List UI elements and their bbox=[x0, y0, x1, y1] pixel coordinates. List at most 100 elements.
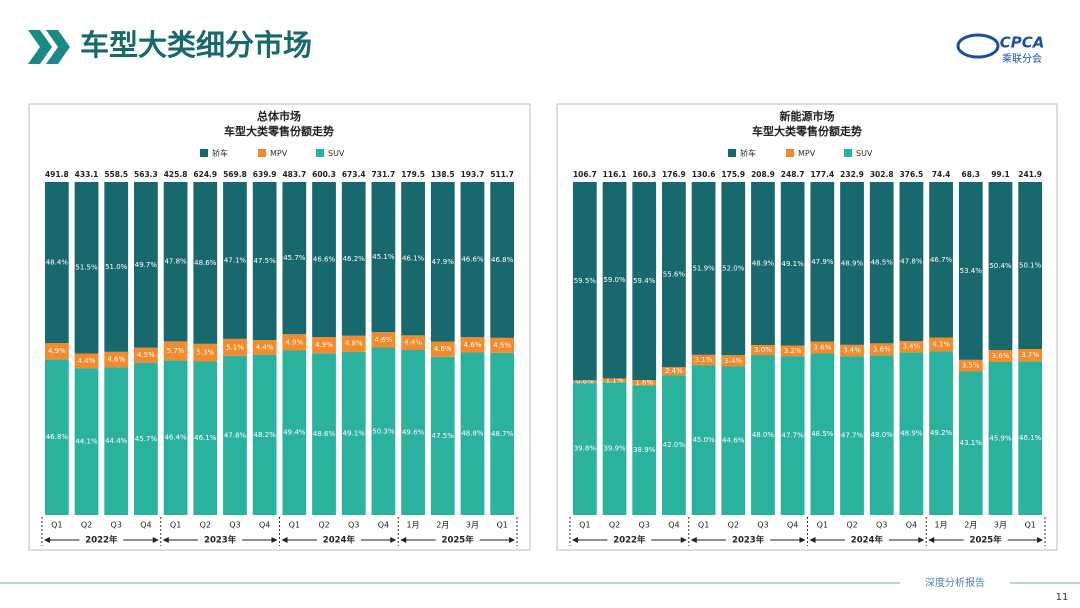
value-label: 48.9% bbox=[841, 259, 864, 267]
value-label: 46.6% bbox=[313, 256, 336, 264]
legend-label: SUV bbox=[856, 149, 873, 158]
total-label: 731.7 bbox=[372, 170, 396, 179]
bar-segment bbox=[988, 182, 1013, 350]
arrow-head bbox=[44, 537, 50, 543]
value-label: 4.9% bbox=[48, 347, 66, 355]
value-label: 49.1% bbox=[782, 260, 805, 268]
bar-segment bbox=[840, 182, 864, 345]
x-tick-label: Q4 bbox=[906, 521, 917, 530]
group-label: 2023年 bbox=[204, 535, 237, 546]
value-label: 45.9% bbox=[989, 435, 1012, 443]
bar-segment bbox=[751, 345, 775, 355]
x-tick-label: Q2 bbox=[200, 521, 211, 530]
bar-segment bbox=[371, 347, 396, 515]
bar-segment bbox=[223, 338, 247, 356]
value-label: 47.5% bbox=[254, 257, 277, 265]
x-tick-label: Q1 bbox=[170, 521, 181, 530]
value-label: 4.4% bbox=[78, 357, 96, 365]
bar-segment bbox=[282, 182, 307, 335]
value-label: 51.9% bbox=[692, 264, 715, 272]
value-label: 45.1% bbox=[372, 253, 395, 261]
group-label: 2023年 bbox=[732, 535, 765, 546]
value-label: 46.8% bbox=[46, 433, 69, 441]
x-tick-label: Q1 bbox=[1024, 521, 1035, 530]
bar-segment bbox=[869, 343, 894, 356]
arrow-head bbox=[509, 537, 515, 543]
bar-segment bbox=[193, 343, 218, 362]
value-label: 45.7% bbox=[283, 254, 306, 262]
logo-text: CPCA bbox=[1000, 34, 1045, 52]
x-tick-label: Q1 bbox=[817, 521, 828, 530]
chart-subtitle: 车型大类零售份额走势 bbox=[224, 124, 334, 138]
total-label: 106.7 bbox=[573, 170, 597, 179]
total-label: 232.9 bbox=[840, 170, 864, 179]
value-label: 44.4% bbox=[105, 437, 128, 445]
total-label: 376.5 bbox=[900, 170, 924, 179]
arrow-head bbox=[400, 537, 407, 543]
x-tick-label: Q3 bbox=[229, 521, 240, 530]
bar-segment bbox=[632, 182, 657, 380]
legend-swatch bbox=[786, 149, 794, 157]
bar-segment bbox=[163, 182, 188, 342]
total-label: 600.3 bbox=[312, 170, 336, 179]
value-label: 48.7% bbox=[491, 430, 514, 438]
value-label: 46.6% bbox=[461, 256, 484, 264]
total-label: 248.7 bbox=[781, 170, 805, 179]
value-label: 3.0% bbox=[754, 346, 772, 354]
x-tick-label: 3月 bbox=[994, 521, 1007, 530]
value-label: 5.3% bbox=[196, 349, 214, 357]
value-label: 39.9% bbox=[603, 445, 626, 453]
value-label: 48.0% bbox=[871, 431, 894, 439]
chevron-icon bbox=[46, 30, 70, 64]
value-label: 3.6% bbox=[873, 345, 891, 353]
bar-segment bbox=[371, 182, 396, 333]
bar-segment bbox=[134, 347, 158, 363]
bar-segment bbox=[193, 182, 218, 344]
value-label: 3.2% bbox=[784, 347, 802, 355]
x-tick-label: Q3 bbox=[111, 521, 122, 530]
value-label: 44.6% bbox=[722, 437, 745, 445]
group-label: 2024年 bbox=[851, 535, 884, 546]
x-tick-label: Q1 bbox=[579, 521, 590, 530]
arrow-head bbox=[680, 537, 687, 543]
bar-segment bbox=[163, 360, 188, 515]
bar-segment bbox=[572, 380, 597, 383]
total-label: 558.5 bbox=[104, 170, 128, 179]
value-label: 47.5% bbox=[432, 432, 455, 440]
bar-segment bbox=[810, 182, 835, 342]
value-label: 46.4% bbox=[164, 434, 187, 442]
value-label: 48.5% bbox=[811, 430, 834, 438]
x-tick-label: Q4 bbox=[668, 521, 679, 530]
bar-segment bbox=[632, 385, 657, 515]
bar-segment bbox=[662, 375, 686, 515]
value-label: 53.4% bbox=[960, 267, 983, 275]
value-label: 48.9% bbox=[752, 260, 775, 268]
bar-segment bbox=[869, 182, 894, 344]
group-label: 2025年 bbox=[970, 535, 1003, 546]
bar-segment bbox=[44, 343, 69, 360]
total-label: 483.7 bbox=[282, 170, 306, 179]
bar-segment bbox=[721, 355, 746, 367]
bar-segment bbox=[44, 359, 69, 515]
value-label: 51.0% bbox=[105, 263, 128, 271]
value-label: 48.9% bbox=[900, 430, 923, 438]
value-label: 48.5% bbox=[871, 259, 894, 267]
bar-segment bbox=[899, 182, 924, 342]
value-label: 43.1% bbox=[960, 439, 983, 447]
value-label: 59.5% bbox=[574, 277, 597, 285]
value-label: 45.7% bbox=[135, 435, 158, 443]
total-label: 193.7 bbox=[461, 170, 485, 179]
total-label: 175.9 bbox=[721, 170, 745, 179]
value-label: 3.4% bbox=[903, 343, 921, 351]
value-label: 4.4% bbox=[256, 343, 274, 351]
value-label: 4.6% bbox=[464, 341, 482, 349]
bar-segment bbox=[691, 354, 716, 366]
legend-swatch bbox=[728, 149, 736, 157]
bar-segment bbox=[1018, 361, 1043, 515]
group-label: 2022年 bbox=[85, 535, 118, 546]
value-label: 4.8% bbox=[345, 340, 363, 348]
footer-text: 深度分析报告 bbox=[925, 576, 985, 589]
value-label: 47.1% bbox=[224, 256, 247, 264]
total-label: 179.5 bbox=[401, 170, 425, 179]
bar-segment bbox=[929, 351, 953, 515]
